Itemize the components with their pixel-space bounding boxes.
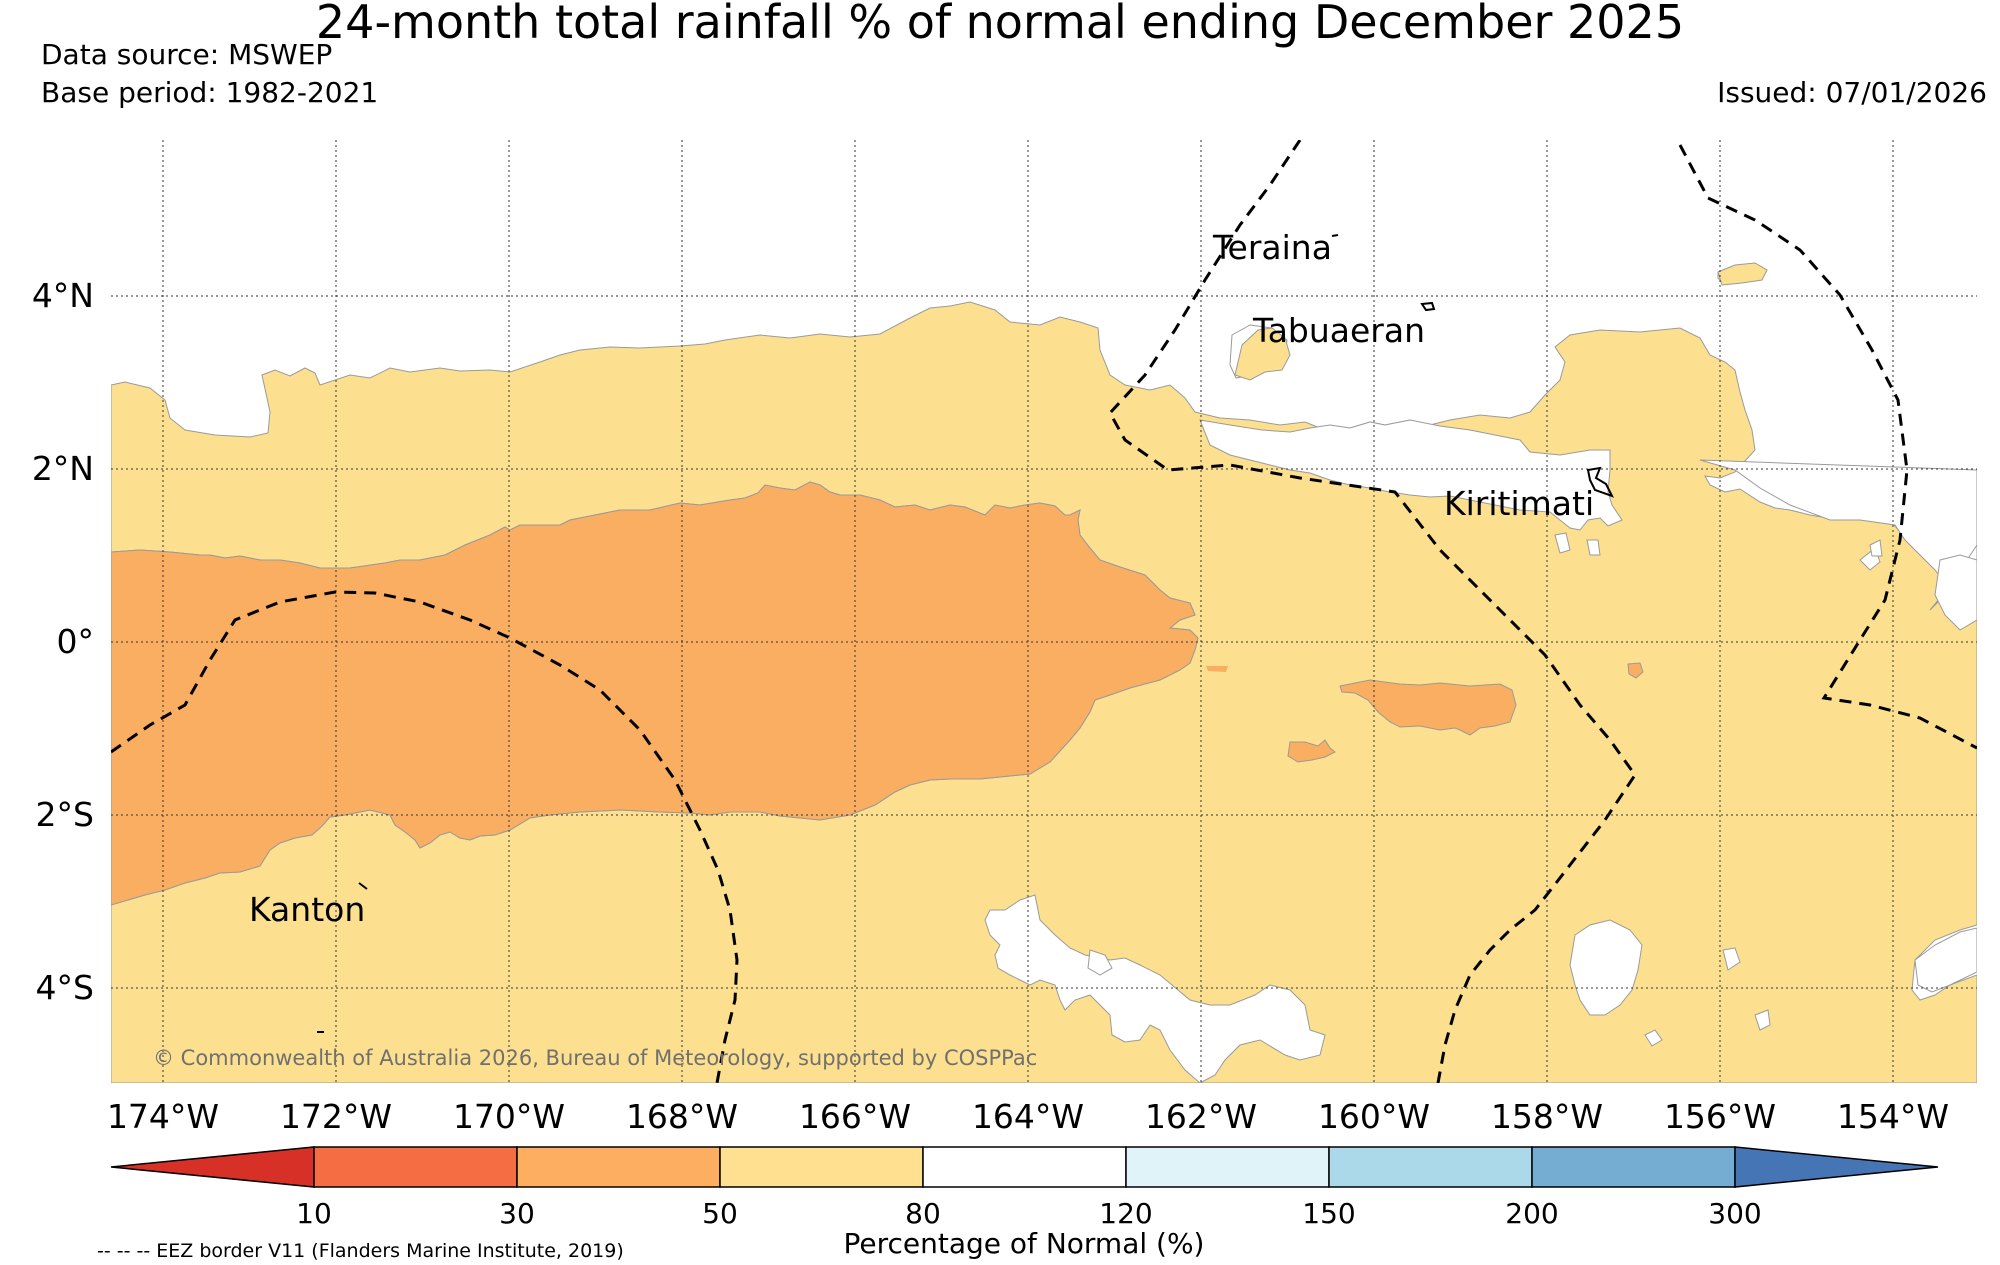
colorbar-tick: 300 [1708, 1197, 1761, 1230]
kanton-island-mark [358, 882, 368, 890]
colorbar-segment [1328, 1146, 1533, 1188]
patch-50-80 [1717, 262, 1768, 286]
patch-80-120 [984, 894, 1326, 1083]
place-label-kiritimati: Kiritimati [1444, 484, 1594, 523]
patch-80-120 [1754, 1009, 1771, 1031]
latitude-labels: 4°N 2°N 0° 2°S 4°S [32, 276, 94, 1007]
colorbar-segment [922, 1146, 1127, 1188]
lon-label: 162°W [1145, 1097, 1257, 1136]
kiritimati-island-outline [1586, 466, 1615, 498]
data-source-text: Data source: MSWEP [41, 38, 333, 71]
base-period-text: Base period: 1982-2021 [41, 76, 379, 109]
colorbar-tick: 150 [1302, 1197, 1355, 1230]
place-label-teraina: Teraina [1212, 228, 1332, 267]
teraina-island-mark [1331, 234, 1339, 237]
issued-date-text: Issued: 07/01/2026 [1717, 76, 1987, 109]
colorbar-tick: 120 [1099, 1197, 1152, 1230]
lon-label: 168°W [626, 1097, 738, 1136]
colorbar-segment [1734, 1146, 1939, 1188]
tabuaeran-island-outline [1420, 301, 1436, 312]
colorbar-tick: 80 [905, 1197, 941, 1230]
lon-label: 174°W [107, 1097, 219, 1136]
rainfall-fields [111, 262, 1977, 1083]
lon-label: 172°W [280, 1097, 392, 1136]
map-title: 24-month total rainfall % of normal endi… [315, 0, 1685, 49]
colorbar-ticks: 10 30 50 80 120 150 200 300 [296, 1197, 1762, 1230]
patch-80-120 [1934, 554, 1977, 631]
lon-label: 158°W [1491, 1097, 1603, 1136]
graticule [111, 140, 1977, 1083]
copyright-text: © Commonwealth of Australia 2026, Bureau… [153, 1046, 1037, 1070]
patch-80-120 [1087, 949, 1113, 976]
patch-30-50 [1206, 666, 1228, 672]
lat-label: 0° [57, 622, 95, 661]
colorbar-segment [110, 1146, 315, 1188]
lon-label: 160°W [1318, 1097, 1430, 1136]
lon-label: 164°W [972, 1097, 1084, 1136]
patch-80-120 [1586, 539, 1601, 556]
lon-label: 166°W [799, 1097, 911, 1136]
patch-30-50 [1627, 662, 1644, 679]
patch-80-120 [1644, 1029, 1663, 1047]
eez-border-line-islands [1108, 140, 1637, 1083]
eez-footnote: -- -- -- EEZ border V11 (Flanders Marine… [97, 1240, 624, 1262]
patch-80-120 [1569, 919, 1643, 1016]
colorbar-tick: 200 [1505, 1197, 1558, 1230]
colorbar-segment [313, 1146, 518, 1188]
place-label-tabuaeran: Tabuaeran [1252, 311, 1425, 350]
lat-label: 4°N [32, 276, 94, 315]
colorbar-tick: 30 [499, 1197, 535, 1230]
patch-80-120 [1554, 532, 1571, 554]
lon-label: 156°W [1664, 1097, 1776, 1136]
colorbar-tick: 10 [296, 1197, 332, 1230]
patch-50-80 [1234, 327, 1291, 381]
patch-30-50 [1339, 679, 1517, 736]
longitude-labels: 174°W 172°W 170°W 168°W 166°W 164°W 162°… [107, 1097, 1949, 1136]
colorbar-segment [1531, 1146, 1736, 1188]
colorbar-segment [719, 1146, 924, 1188]
eez-border-phoenix [111, 590, 739, 1083]
lat-label: 2°S [36, 795, 94, 834]
patch-80-120 [1722, 947, 1741, 971]
lon-label: 170°W [453, 1097, 565, 1136]
eez-borders [111, 140, 1977, 1083]
colorbar-label: Percentage of Normal (%) [844, 1227, 1205, 1260]
place-label-kanton: Kanton [249, 890, 365, 929]
lat-label: 4°S [36, 968, 94, 1007]
eez-border-east [1678, 144, 1977, 750]
patch-80-120 [1914, 927, 1977, 993]
lon-label: 154°W [1837, 1097, 1949, 1136]
patch-30-50 [1287, 739, 1336, 763]
colorbar-tick: 50 [702, 1197, 738, 1230]
colorbar-segment [1125, 1146, 1330, 1188]
region-30-50 [111, 481, 1199, 906]
colorbar-segment [516, 1146, 721, 1188]
lat-label: 2°N [32, 449, 94, 488]
colorbar [110, 1146, 1939, 1188]
patch-80-120 [1869, 539, 1883, 557]
